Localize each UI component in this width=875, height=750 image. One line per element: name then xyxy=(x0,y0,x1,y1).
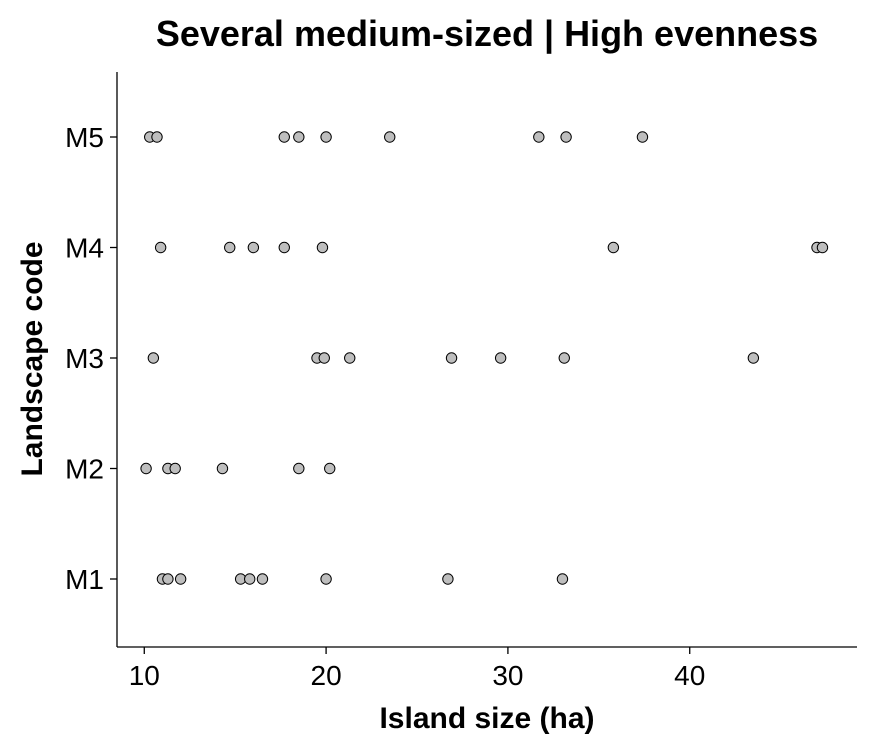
data-point-m1 xyxy=(442,573,454,585)
y-tick-label: M5 xyxy=(65,122,104,153)
x-tick-label: 20 xyxy=(311,660,342,691)
data-point-m4 xyxy=(224,241,236,254)
x-tick-label: 30 xyxy=(492,660,523,691)
data-point-m1 xyxy=(244,573,256,585)
y-tick-label: M3 xyxy=(65,343,104,374)
x-tick-label: 40 xyxy=(674,660,705,691)
x-axis-ticks: 10 20 30 40 xyxy=(129,647,705,691)
data-point-m5 xyxy=(560,131,572,143)
data-point-m4 xyxy=(154,241,167,254)
x-axis-title: Island size (ha) xyxy=(379,702,594,735)
y-axis-title: Landscape code xyxy=(16,241,49,476)
data-point-m4 xyxy=(247,241,260,254)
data-point-m5 xyxy=(151,131,163,143)
data-point-m2 xyxy=(293,462,305,475)
data-point-m1 xyxy=(256,573,269,585)
data-point-m1 xyxy=(162,573,174,585)
y-axis-ticks: M1 M2 M3 M4 M5 xyxy=(65,122,117,595)
data-point-m1 xyxy=(320,573,332,585)
data-point-m2 xyxy=(216,462,229,475)
data-point-m5 xyxy=(293,131,305,143)
data-point-m2 xyxy=(169,462,181,475)
data-point-m3 xyxy=(147,352,160,364)
data-point-m2 xyxy=(140,462,152,475)
data-point-m3 xyxy=(494,352,507,364)
data-point-m5 xyxy=(278,131,290,143)
data-point-m4 xyxy=(816,241,829,254)
y-tick-label: M4 xyxy=(65,233,104,264)
data-point-m4 xyxy=(278,241,290,254)
y-tick-label: M2 xyxy=(65,454,104,485)
data-point-m2 xyxy=(324,462,336,475)
data-point-m3 xyxy=(747,352,760,364)
data-point-m3 xyxy=(445,352,458,364)
data-point-m3 xyxy=(344,352,356,364)
y-tick-label: M1 xyxy=(65,564,104,595)
chart-title: Several medium-sized | High evenness xyxy=(156,13,818,55)
data-point-m4 xyxy=(607,241,620,254)
x-tick-label: 10 xyxy=(129,660,160,691)
data-point-m5 xyxy=(533,131,545,143)
data-point-m5 xyxy=(636,131,649,143)
data-point-m4 xyxy=(316,241,329,254)
data-point-m1 xyxy=(556,573,569,585)
data-point-m5 xyxy=(384,131,396,143)
data-point-m5 xyxy=(320,131,332,143)
data-point-m3 xyxy=(558,352,570,364)
data-point-m3 xyxy=(318,352,330,364)
points-layer xyxy=(140,131,829,585)
data-point-m1 xyxy=(174,573,187,585)
